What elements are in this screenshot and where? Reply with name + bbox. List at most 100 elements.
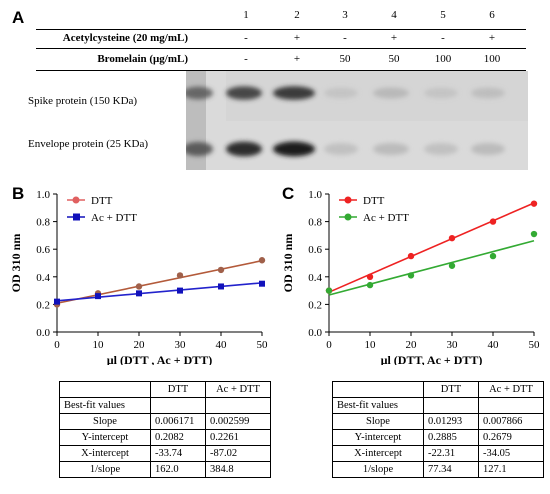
legend-label: Ac + DTT [91,212,137,224]
table-cell: -22.31 [423,445,479,462]
blot-band [273,86,315,100]
table-cell: -34.05 [478,445,544,462]
x-tick-label: 0 [326,339,332,351]
table-row: Best-fit values [332,397,544,414]
table-cell: 0.01293 [423,413,479,430]
data-point [530,200,538,207]
blot-band [324,87,358,99]
table-row: Best-fit values [59,397,271,414]
x-tick-label: 40 [216,339,228,351]
table-cell: X-intercept [332,445,424,462]
data-point [135,283,143,290]
table-header-cell: Ac + DTT [205,381,271,398]
fit-line-dtt [328,202,535,293]
lane-label: 3 [342,9,348,21]
table-cell: 1/slope [59,461,151,478]
header-mid-rule [36,48,526,49]
table-cell: Y-intercept [332,429,424,446]
x-tick-label: 0 [54,339,60,351]
y-tick-label: 1.0 [36,189,50,201]
data-point [489,252,497,260]
table-cell: 0.2679 [478,429,544,446]
y-tick-label: 0.0 [308,327,322,339]
table-header-row: DTT Ac + DTT [59,381,271,398]
table-row: X-intercept -22.31 -34.05 [332,445,544,462]
blot-band [186,86,213,100]
table-cell: Slope [332,413,424,430]
blot-band [226,86,262,100]
row-cell: + [293,53,301,65]
blot-band [324,143,358,155]
data-point [95,293,101,300]
data-point [136,290,142,297]
blot-band [471,143,505,155]
y-tick-label: 0.8 [308,217,322,229]
lane-label: 1 [243,9,249,21]
table-cell: -33.74 [150,445,206,462]
x-axis-title: µl (DTT, Ac + DTT) [381,353,483,365]
data-point [218,283,224,290]
x-tick-label: 20 [406,339,418,351]
fit-line-ac-dtt [56,282,263,302]
x-tick-label: 10 [365,339,377,351]
table-cell: 0.007866 [478,413,544,430]
table-header-row: DTT Ac + DTT [332,381,544,398]
y-tick-label: 1.0 [308,189,322,201]
row-cell: - [441,32,445,44]
table-cell [205,397,271,414]
row-cell: 50 [339,53,351,65]
blot-band [424,87,458,99]
data-point [530,230,538,238]
data-point [54,298,60,305]
legend-marker [72,196,80,204]
table-row: 1/slope 162.0 384.8 [59,461,271,478]
fit-line-ac-dtt [328,239,535,296]
table-cell: 127.1 [478,461,544,478]
table-row: Slope 0.006171 0.002599 [59,413,271,430]
table-header-cell [332,381,424,398]
data-point [366,273,374,280]
data-point [176,272,184,279]
legend-marker [344,196,352,204]
lane-label: 4 [391,9,397,21]
row-cell: 50 [388,53,400,65]
table-row: Slope 0.01293 0.007866 [332,413,544,430]
row-cell: 100 [434,53,452,65]
y-axis-title: OD 310 nm [9,234,23,293]
row-cell: + [488,32,496,44]
data-point [448,234,456,242]
data-point [258,257,266,264]
row-cell: - [244,32,248,44]
lane-label: 2 [294,9,300,21]
panel-a-label: A [12,8,25,27]
table-cell: 0.002599 [205,413,271,430]
x-axis-title: µl (DTT , Ac + DTT) [107,353,213,365]
y-tick-label: 0.4 [308,272,322,284]
table-cell: Best-fit values [332,397,424,414]
legend-label: DTT [91,195,113,207]
best-fit-table-c: DTT Ac + DTT Best-fit values Slope 0.01293 0.… [332,381,544,478]
lane-label: 5 [440,9,446,21]
y-tick-label: 0.2 [308,299,322,311]
table-cell: -87.02 [205,445,271,462]
table-cell: Slope [59,413,151,430]
row-label-bromelain: Bromelain (μg/mL) [97,53,188,65]
table-cell: 162.0 [150,461,206,478]
chart-b: 0.0 0.2 0.4 0.6 0.8 1.0 0 10 20 30 40 50 µl (DTT , A… [9,189,268,365]
table-cell: 0.2261 [205,429,271,446]
table-cell: 77.34 [423,461,479,478]
y-tick-label: 0.6 [308,244,322,256]
legend-marker [344,213,352,221]
blot-band [226,141,262,157]
y-axis-title: OD 310 nm [281,234,295,293]
table-header-cell: Ac + DTT [478,381,544,398]
best-fit-table-b: DTT Ac + DTT Best-fit values Slope 0.006171 0… [59,381,271,478]
data-point [325,287,333,294]
blot-label-spike: Spike protein (150 KDa) [28,95,138,107]
blot-band [373,87,409,99]
lane-label: 6 [489,9,495,21]
data-point [259,280,265,287]
table-row: 1/slope 77.34 127.1 [332,461,544,478]
table-cell: 0.006171 [150,413,206,430]
row-cell: + [293,32,301,44]
